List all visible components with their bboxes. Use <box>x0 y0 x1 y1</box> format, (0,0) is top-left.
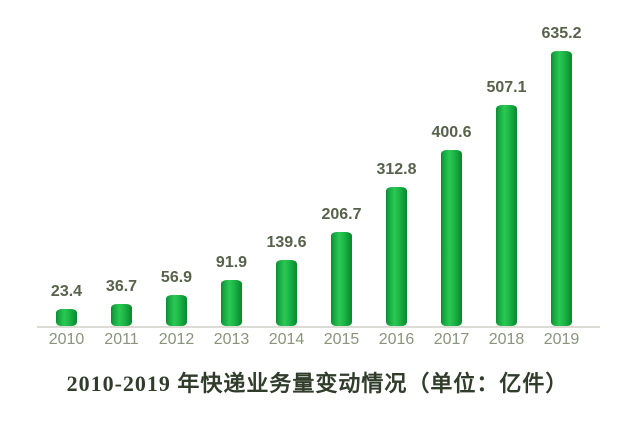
bar <box>111 304 132 326</box>
bar <box>496 105 517 326</box>
bar-column: 56.9 <box>149 0 204 326</box>
bar <box>276 260 297 326</box>
bar-value-label: 56.9 <box>160 269 193 286</box>
bar-column: 507.1 <box>479 0 534 326</box>
bar-value-label: 206.7 <box>321 206 362 223</box>
x-axis-tick-label: 2011 <box>104 331 139 348</box>
x-axis-tick-label: 2012 <box>158 331 195 348</box>
bar-value-label: 91.9 <box>215 254 248 271</box>
bar <box>551 51 572 326</box>
bar-value-label: 635.2 <box>541 25 582 42</box>
x-axis-tick-label: 2014 <box>268 331 305 348</box>
bar-column: 635.2 <box>534 0 589 326</box>
bar <box>386 187 407 326</box>
x-axis-tick-label: 2017 <box>433 331 470 348</box>
bar <box>331 232 352 326</box>
x-axis-tick-label: 2018 <box>488 331 525 348</box>
bar-value-label: 139.6 <box>266 234 307 251</box>
x-axis-tick-label: 2016 <box>378 331 415 348</box>
bar <box>221 280 242 326</box>
x-axis-tick-label: 2015 <box>323 331 360 348</box>
bar-column: 400.6 <box>424 0 479 326</box>
bar-value-label: 507.1 <box>486 79 527 96</box>
bar-column: 91.9 <box>204 0 259 326</box>
bar-column: 139.6 <box>259 0 314 326</box>
bar-value-label: 312.8 <box>376 161 417 178</box>
chart-title: 2010-2019 年快递业务量变动情况（单位：亿件） <box>66 371 569 396</box>
bar <box>441 150 462 326</box>
x-axis-line <box>37 326 600 328</box>
x-axis-tick-label: 2019 <box>543 331 580 348</box>
bar-value-label: 400.6 <box>431 124 472 141</box>
x-axis-tick-label: 2013 <box>213 331 250 348</box>
bar-column: 312.8 <box>369 0 424 326</box>
bar <box>166 295 187 326</box>
bar-column: 36.7 <box>94 0 149 326</box>
bar-value-label: 23.4 <box>50 283 83 300</box>
bar-column: 23.4 <box>39 0 94 326</box>
plot-area: 23.4 36.7 56.9 91.9 139.6 206.7 312.8 400.6 507.… <box>39 0 589 326</box>
bar-column: 206.7 <box>314 0 369 326</box>
bar-value-label: 36.7 <box>105 278 138 295</box>
bar <box>56 309 77 326</box>
x-axis-tick-label: 2010 <box>48 331 85 348</box>
x-axis-tick-labels: 2010 2011 2012 2013 2014 2015 2016 2017 2018 2019 <box>39 331 589 349</box>
